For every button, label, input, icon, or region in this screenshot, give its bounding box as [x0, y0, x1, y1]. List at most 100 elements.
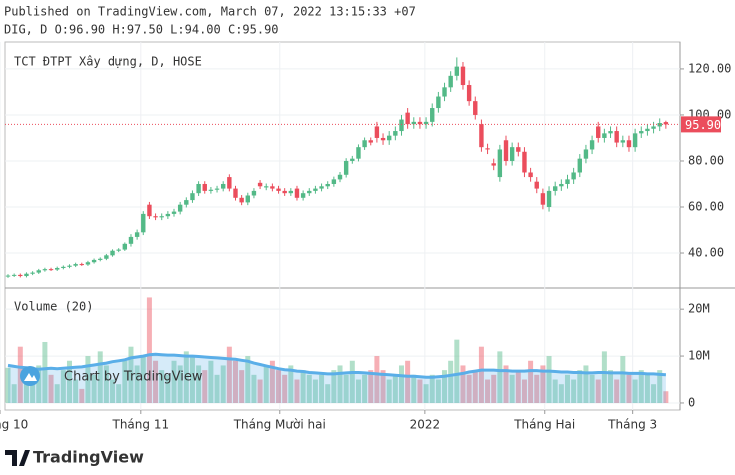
published-line: Published on TradingView.com, March 07, …: [4, 5, 416, 19]
x-tick-label: Tháng 11: [112, 418, 170, 432]
candle-body: [571, 172, 576, 180]
candle-body: [393, 131, 398, 136]
candle-body: [220, 183, 226, 189]
candle-body: [98, 258, 103, 260]
candle-body: [423, 121, 429, 125]
candle-body: [473, 101, 478, 115]
volume-bar: [398, 365, 404, 403]
candle-body: [620, 140, 626, 143]
candle-body: [104, 255, 109, 259]
volume-ma-area: [8, 354, 666, 403]
volume-bar: [343, 374, 349, 403]
candle-body: [251, 190, 257, 196]
candle-body: [282, 190, 287, 194]
volume-bar: [460, 365, 466, 403]
volume-bar: [558, 384, 564, 403]
volume-bar: [189, 356, 195, 403]
volume-bar: [23, 374, 29, 403]
volume-bar: [165, 374, 171, 403]
volume-bar: [146, 297, 152, 403]
volume-bar: [454, 339, 460, 403]
volume-bar: [251, 374, 257, 403]
candle-body: [54, 267, 60, 270]
candle-body: [380, 137, 386, 141]
volume-bar: [663, 391, 669, 403]
candle-body: [497, 149, 503, 178]
volume-bar: [263, 365, 269, 403]
volume-bar: [36, 365, 42, 403]
x-tick-label: Tháng 10: [0, 418, 28, 432]
candle-body: [356, 147, 361, 159]
volume-bar: [325, 384, 331, 403]
volume-bar: [202, 370, 208, 403]
volume-bar: [497, 351, 503, 403]
candle-body: [614, 131, 619, 143]
candle-body: [48, 269, 54, 271]
candle-body: [485, 148, 490, 150]
volume-bar: [66, 360, 72, 403]
candle-body: [85, 262, 91, 265]
candle-body: [343, 160, 349, 175]
candle-body: [491, 163, 496, 166]
candle-body: [190, 193, 195, 201]
volume-bar: [110, 379, 116, 403]
volume-bar: [30, 379, 36, 403]
volume-bar: [42, 341, 48, 403]
volume-bar: [546, 356, 552, 403]
chart-title: TCT ĐTPT Xây dựng, D, HOSE: [14, 55, 202, 69]
volume-title: Volume (20): [14, 300, 93, 314]
volume-bar: [220, 365, 226, 403]
y-tick-label: 120.00: [688, 61, 731, 75]
candle-body: [214, 188, 220, 190]
candle-body: [313, 188, 318, 191]
volume-bar: [411, 374, 417, 403]
candle-body: [602, 133, 607, 138]
volume-bar: [134, 365, 140, 403]
candle-body: [411, 121, 416, 125]
candle-body: [227, 177, 232, 189]
candle-body: [276, 188, 281, 191]
volume-bar: [651, 384, 657, 403]
x-tick-label: Tháng Hai: [513, 418, 575, 432]
volume-bar: [608, 370, 614, 403]
candle-body: [257, 182, 263, 187]
candle-body: [583, 149, 589, 159]
candle-body: [350, 158, 355, 161]
candle-body: [159, 216, 164, 218]
volume-bar: [601, 351, 607, 403]
candle-body: [528, 172, 533, 178]
volume-bar: [374, 356, 380, 403]
candle-body: [42, 269, 48, 271]
volume-bar: [417, 379, 423, 403]
volume-bar: [386, 379, 392, 403]
volume-bar: [73, 379, 79, 403]
volume-bar: [355, 379, 361, 403]
plot-frame: [4, 41, 681, 411]
volume-bar: [226, 346, 232, 403]
logo-icon: [5, 450, 30, 466]
volume-bar: [552, 379, 558, 403]
volume-bar: [300, 370, 306, 403]
candles: [5, 57, 669, 278]
volume-bar: [122, 360, 128, 403]
candle-body: [362, 140, 367, 148]
candle-body: [589, 140, 595, 150]
candle-body: [61, 266, 66, 268]
volume-pane: [5, 297, 669, 403]
grid: [0, 42, 680, 410]
candle-body: [122, 243, 128, 250]
volume-bar: [392, 374, 398, 403]
volume-bar: [571, 379, 577, 403]
candle-body: [522, 151, 527, 173]
x-tick-label: Tháng 3: [607, 418, 657, 432]
candle-body: [319, 186, 324, 189]
volume-bar: [91, 374, 97, 403]
volume-bar: [214, 374, 220, 403]
candle-body: [141, 213, 146, 233]
candle-body: [596, 126, 601, 138]
candle-body: [208, 189, 214, 191]
volume-bar: [159, 370, 165, 403]
candle-body: [177, 204, 183, 212]
